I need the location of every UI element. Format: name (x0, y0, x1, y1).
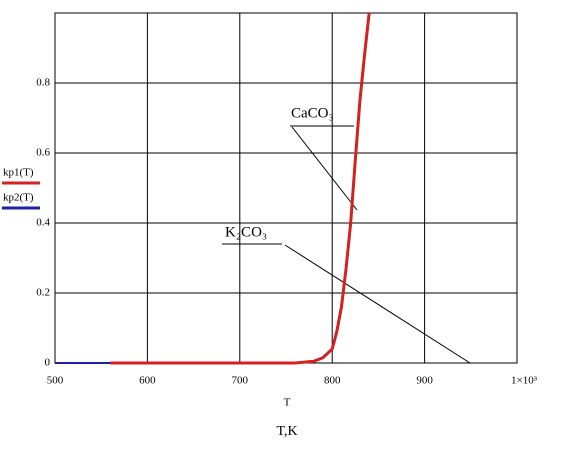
x-tick-label: 800 (324, 375, 341, 387)
legend-label: kp2(T) (3, 192, 34, 204)
y-tick-label: 0.4 (36, 217, 50, 229)
annotation-leader (284, 244, 471, 364)
x-tick-label: 500 (47, 375, 64, 387)
annotation: CaCO₃ (291, 105, 334, 121)
x-tick-label: 600 (139, 375, 156, 387)
y-tick-label: 0.6 (36, 147, 50, 159)
caption: T,K (276, 424, 297, 439)
annotation-leader (291, 126, 358, 211)
x-tick-label: 700 (232, 375, 249, 387)
plot-frame (54, 12, 518, 364)
x-tick-label: 1×10³ (511, 375, 538, 387)
x-tick-label: 900 (416, 375, 433, 387)
x-axis-label: T (284, 397, 291, 409)
y-tick-label: 0.2 (36, 287, 50, 299)
legend-label: kp1(T) (3, 167, 34, 179)
y-tick-label: 0 (45, 357, 51, 369)
series-line (110, 12, 371, 365)
annotation: K₂CO₃ (225, 224, 267, 240)
y-tick-label: 0.8 (36, 77, 50, 89)
